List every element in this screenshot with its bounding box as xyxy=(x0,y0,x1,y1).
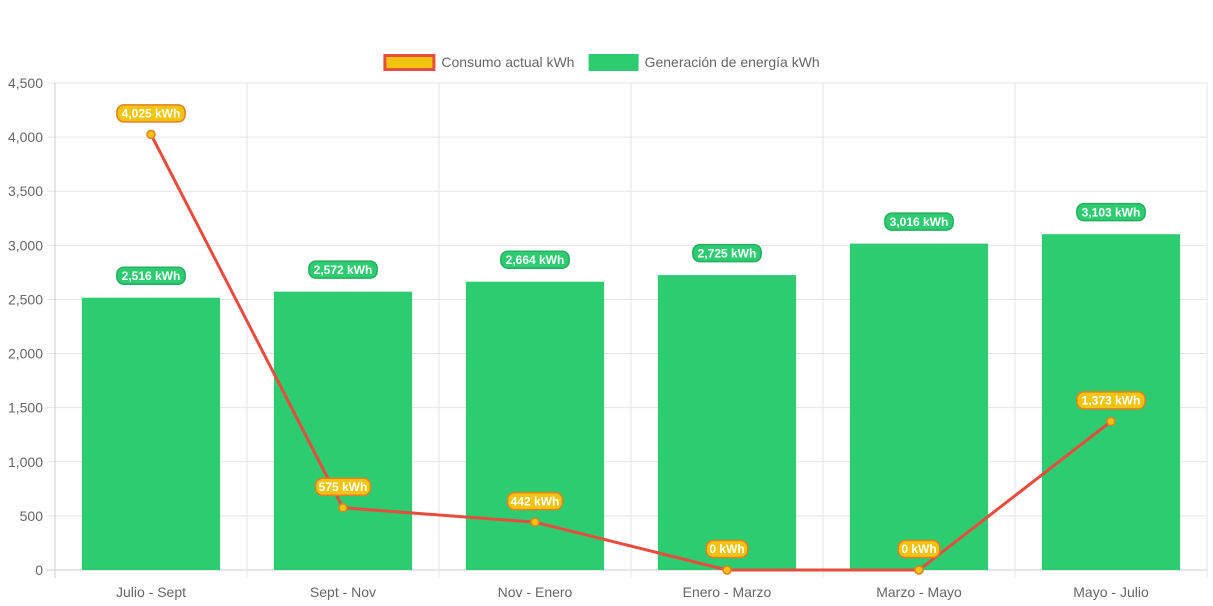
y-tick-label: 3,500 xyxy=(8,183,43,199)
data-label-text: 4,025 kWh xyxy=(122,107,181,121)
data-label-bg xyxy=(692,243,762,263)
data-label-text: 3,103 kWh xyxy=(1082,205,1141,219)
data-label-bg xyxy=(884,212,954,231)
bar-data-label: 3,016 kWh xyxy=(884,212,954,231)
bar xyxy=(273,291,413,570)
data-label-bg xyxy=(506,491,564,511)
data-label-bg xyxy=(500,250,570,269)
data-label-text: 0 kWh xyxy=(901,542,936,556)
bar xyxy=(657,275,797,570)
line-data-label: 575 kWh xyxy=(314,477,372,497)
x-tick-label: Mayo - Julio xyxy=(1073,584,1149,600)
y-tick-label: 1,500 xyxy=(8,400,43,416)
line-path xyxy=(149,133,1112,572)
x-tick-label: Julio - Sept xyxy=(116,584,186,600)
data-label-bg xyxy=(897,539,941,559)
line-point xyxy=(530,517,540,527)
data-label-text: 2,516 kWh xyxy=(122,269,181,283)
line-point xyxy=(338,503,348,513)
data-label-bg xyxy=(705,539,749,559)
legend-swatch-generacion xyxy=(588,54,639,71)
line-data-label: 442 kWh xyxy=(506,491,564,511)
data-label-text: 442 kWh xyxy=(511,494,560,508)
line-data-label: 4,025 kWh xyxy=(116,104,186,123)
data-label-bg xyxy=(308,260,378,279)
x-tick-label: Marzo - Mayo xyxy=(876,584,962,600)
y-tick-label: 4,000 xyxy=(8,129,43,145)
x-axis: Julio - Sept Sept - Nov Nov - Enero Enero -… xyxy=(116,584,1149,600)
data-label-text: 2,664 kWh xyxy=(506,253,565,267)
legend: Consumo actual kWh Generación de energía … xyxy=(383,54,820,71)
bar-data-label: 2,664 kWh xyxy=(500,250,570,269)
legend-swatch-consumo xyxy=(383,54,436,71)
y-tick-label: 2,500 xyxy=(8,291,43,307)
data-label-text: 575 kWh xyxy=(319,480,368,494)
x-tick-label: Sept - Nov xyxy=(310,584,376,600)
bar-data-label: 3,103 kWh xyxy=(1076,202,1146,222)
bar-data-label: 2,516 kWh xyxy=(116,266,186,285)
grid xyxy=(47,82,1208,578)
x-tick-label: Nov - Enero xyxy=(498,584,573,600)
data-label-text: 1,373 kWh xyxy=(1082,394,1141,408)
bar xyxy=(849,243,989,570)
data-label-bg xyxy=(314,477,372,497)
line-data-label: 1,373 kWh xyxy=(1076,391,1146,410)
data-label-text: 2,725 kWh xyxy=(698,246,757,260)
y-tick-label: 500 xyxy=(20,508,44,524)
data-label-text: 3,016 kWh xyxy=(890,215,949,229)
y-tick-label: 1,000 xyxy=(8,454,43,470)
data-label-text: 2,572 kWh xyxy=(314,263,373,277)
legend-label-generacion: Generación de energía kWh xyxy=(645,54,820,70)
data-label-text: 0 kWh xyxy=(709,542,744,556)
bar-data-label: 2,572 kWh xyxy=(308,260,378,279)
line-point xyxy=(722,565,732,575)
x-tick-label: Enero - Marzo xyxy=(683,584,772,600)
y-tick-label: 4,500 xyxy=(8,75,43,91)
data-label-bg xyxy=(116,266,186,285)
data-labels: 2,516 kWh 2,572 kWh 2,664 kWh 2,725 kWh 3,01… xyxy=(116,104,1146,559)
bar-data-label: 2,725 kWh xyxy=(692,243,762,263)
data-label-bg xyxy=(1076,202,1146,222)
legend-label-consumo: Consumo actual kWh xyxy=(441,54,574,70)
y-tick-label: 2,000 xyxy=(8,346,43,362)
line-point xyxy=(914,565,924,575)
line-data-label: 0 kWh xyxy=(705,539,749,559)
data-label-bg xyxy=(116,104,186,123)
line-point xyxy=(146,129,156,140)
y-axis: 0 500 1,000 1,500 2,000 2,500 3,000 3,500 4,000 4… xyxy=(8,75,43,578)
y-tick-label: 0 xyxy=(35,562,43,578)
line-data-label: 0 kWh xyxy=(897,539,941,559)
bar xyxy=(81,297,221,570)
line-point xyxy=(1106,416,1116,427)
y-tick-label: 3,000 xyxy=(8,237,43,253)
line-series xyxy=(146,129,1116,575)
data-label-bg xyxy=(1076,391,1146,410)
